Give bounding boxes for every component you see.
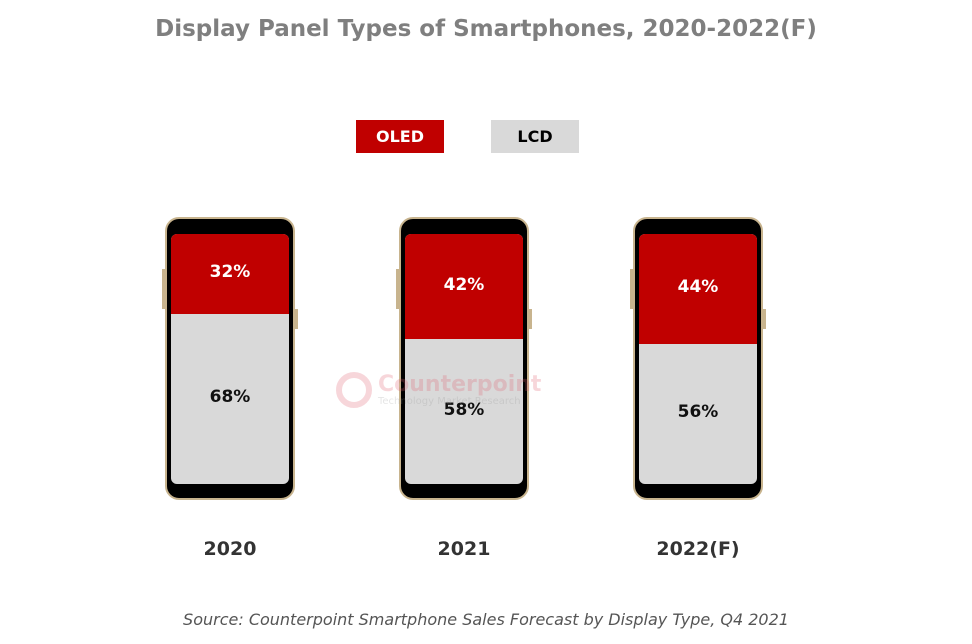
bar-oled (405, 234, 523, 339)
phone-screen: 42% 58% (405, 234, 523, 484)
bar-oled (171, 234, 289, 314)
counterpoint-logo-icon (336, 372, 372, 408)
data-label-lcd: 58% (443, 399, 485, 420)
legend-oled: OLED (356, 120, 444, 153)
category-label: 2020 (203, 538, 257, 560)
phone-side-button (529, 309, 532, 329)
phone-bar: 32% 68% (162, 217, 298, 500)
category-label: 2022(F) (656, 538, 740, 560)
data-label-oled: 32% (209, 262, 251, 282)
phone-bar: 44% 56% (630, 217, 766, 500)
bar-oled (639, 234, 757, 344)
phone-side-button (763, 309, 766, 329)
chart-title: Display Panel Types of Smartphones, 2020… (155, 16, 817, 42)
data-label-lcd: 56% (677, 402, 719, 422)
data-label-lcd: 68% (209, 387, 251, 407)
phone-side-button (396, 269, 399, 309)
phone-side-button (162, 269, 165, 309)
data-label-oled: 42% (443, 274, 485, 295)
phone-side-button (630, 269, 633, 309)
phone-screen: 44% 56% (639, 234, 757, 484)
data-label-oled: 44% (677, 277, 719, 297)
category-label: 2021 (437, 538, 491, 560)
phone-bar: 42% 58% (396, 217, 532, 500)
phone-screen: 32% 68% (171, 234, 289, 484)
legend-lcd: LCD (491, 120, 579, 153)
source-note: Source: Counterpoint Smartphone Sales Fo… (183, 610, 789, 629)
phone-side-button (295, 309, 298, 329)
